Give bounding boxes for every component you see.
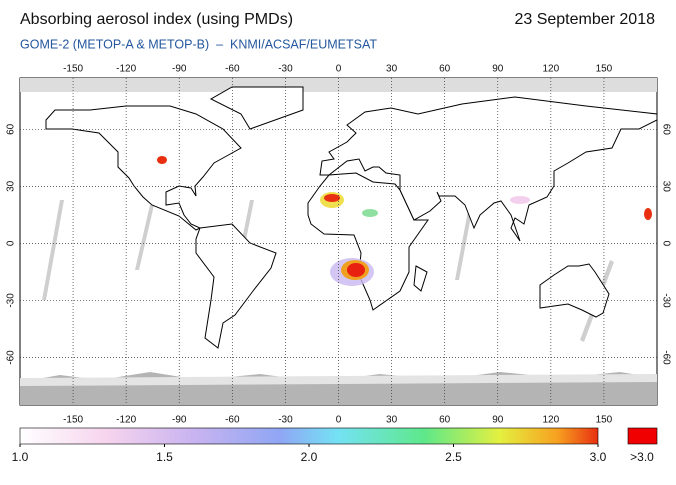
colorbar-tick-label: 1.5 (156, 450, 173, 464)
lat-label-right: -60 (660, 350, 671, 365)
subtitle: GOME-2 (METOP-A & METOP-B) – KNMI/ACSAF/… (20, 37, 377, 51)
date: 23 September 2018 (514, 11, 655, 28)
lon-label-top: -60 (225, 64, 240, 75)
lon-label-bottom: -150 (63, 415, 83, 426)
lon-label-top: 0 (336, 64, 342, 75)
colorbar (19, 427, 599, 445)
lon-label-bottom: 0 (336, 415, 342, 426)
lat-label-left: -30 (6, 293, 17, 308)
colorbar-tick-label: 1.0 (12, 450, 29, 464)
lon-label-bottom: -120 (116, 415, 136, 426)
lat-label-right: 0 (660, 241, 671, 247)
lat-label-right: -30 (660, 293, 671, 308)
title: Absorbing aerosol index (using PMDs) (20, 11, 293, 28)
aerosol-plumes (157, 156, 652, 286)
africa (307, 172, 429, 311)
lon-label-bottom: 150 (596, 415, 613, 426)
colorbar-overflow (627, 427, 658, 445)
eurasia (319, 96, 658, 242)
lon-label-top: -150 (63, 64, 83, 75)
south-america (195, 223, 277, 349)
madagascar (413, 265, 428, 292)
lon-label-bottom: 60 (439, 415, 451, 426)
north-america (45, 105, 242, 231)
colorbar-tick-label: 2.0 (301, 450, 318, 464)
lat-label-right: 60 (660, 124, 671, 136)
colorbar-tick-label: 3.0 (590, 450, 607, 464)
lon-label-top: -30 (278, 64, 293, 75)
lat-label-left: 30 (6, 180, 17, 192)
map (19, 77, 658, 406)
lon-label-top: 120 (542, 64, 559, 75)
lat-label-right: 30 (660, 181, 671, 193)
lon-label-bottom: 120 (542, 415, 559, 426)
lon-label-bottom: -60 (225, 415, 240, 426)
lon-label-top: 150 (596, 64, 613, 75)
lon-label-bottom: -90 (172, 415, 187, 426)
lon-label-top: 90 (492, 64, 504, 75)
colorbar-tick-label: 2.5 (445, 450, 462, 464)
lat-label-left: 60 (6, 123, 17, 135)
lon-label-bottom: 30 (386, 415, 398, 426)
lon-label-top: 30 (386, 64, 398, 75)
no-data-south (20, 374, 657, 386)
lon-label-top: 60 (439, 64, 451, 75)
lat-label-left: 0 (6, 240, 17, 246)
lon-label-bottom: -30 (278, 415, 293, 426)
lon-label-top: -90 (172, 64, 187, 75)
lat-label-left: -60 (6, 350, 17, 365)
australia (539, 263, 610, 318)
overflow-label: >3.0 (630, 450, 654, 464)
lon-label-bottom: 90 (492, 415, 504, 426)
lon-label-top: -120 (116, 64, 136, 75)
